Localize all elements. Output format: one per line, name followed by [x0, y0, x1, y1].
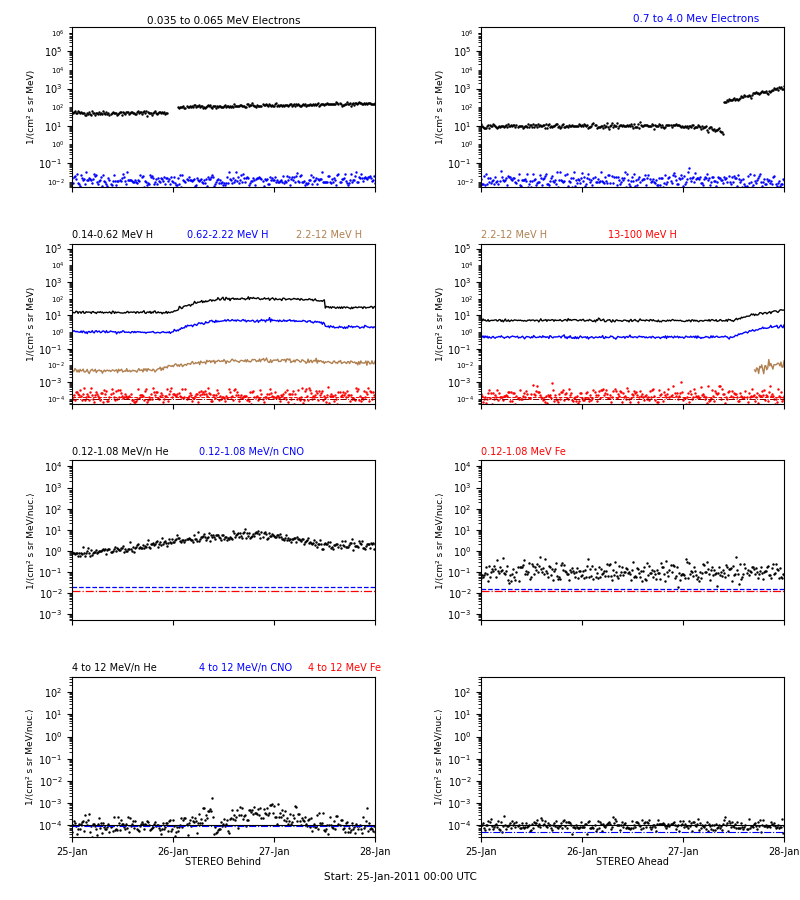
Y-axis label: 1/(cm² s sr MeV): 1/(cm² s sr MeV) — [26, 286, 35, 361]
Text: Start: 25-Jan-2011 00:00 UTC: Start: 25-Jan-2011 00:00 UTC — [323, 872, 477, 883]
Text: 0.12-1.08 MeV/n He: 0.12-1.08 MeV/n He — [72, 447, 169, 457]
Text: 0.12-1.08 MeV Fe: 0.12-1.08 MeV Fe — [481, 447, 566, 457]
Y-axis label: 1/(cm² s sr MeV): 1/(cm² s sr MeV) — [436, 70, 445, 144]
Text: 0.12-1.08 MeV/n CNO: 0.12-1.08 MeV/n CNO — [199, 447, 304, 457]
Text: 4 to 12 MeV Fe: 4 to 12 MeV Fe — [308, 663, 382, 673]
Text: 4 to 12 MeV/n He: 4 to 12 MeV/n He — [72, 663, 157, 673]
Y-axis label: 1/⟨cm² s sr MeV/nuc.⟩: 1/⟨cm² s sr MeV/nuc.⟩ — [435, 492, 445, 589]
Text: 0.7 to 4.0 Mev Electrons: 0.7 to 4.0 Mev Electrons — [633, 14, 758, 23]
Y-axis label: 1/⟨cm² s sr MeV/nuc.⟩: 1/⟨cm² s sr MeV/nuc.⟩ — [26, 492, 35, 589]
Text: 0.62-2.22 MeV H: 0.62-2.22 MeV H — [187, 230, 269, 240]
Y-axis label: 1/(cm² s sr MeV): 1/(cm² s sr MeV) — [435, 286, 445, 361]
Text: 13-100 MeV H: 13-100 MeV H — [608, 230, 677, 240]
Y-axis label: 1/⟨cm² s sr MeV/nuc.⟩: 1/⟨cm² s sr MeV/nuc.⟩ — [26, 708, 35, 806]
Title: 0.035 to 0.065 MeV Electrons: 0.035 to 0.065 MeV Electrons — [146, 16, 300, 26]
Text: 2.2-12 MeV H: 2.2-12 MeV H — [481, 230, 547, 240]
Text: 4 to 12 MeV/n CNO: 4 to 12 MeV/n CNO — [199, 663, 292, 673]
Y-axis label: 1/(cm² s sr MeV): 1/(cm² s sr MeV) — [26, 70, 36, 144]
X-axis label: STEREO Ahead: STEREO Ahead — [596, 857, 669, 867]
Text: 0.14-0.62 MeV H: 0.14-0.62 MeV H — [72, 230, 153, 240]
Text: 2.2-12 MeV H: 2.2-12 MeV H — [296, 230, 362, 240]
Y-axis label: 1/⟨cm² s sr MeV/nuc.⟩: 1/⟨cm² s sr MeV/nuc.⟩ — [435, 708, 444, 806]
X-axis label: STEREO Behind
: STEREO Behind — [186, 857, 262, 878]
